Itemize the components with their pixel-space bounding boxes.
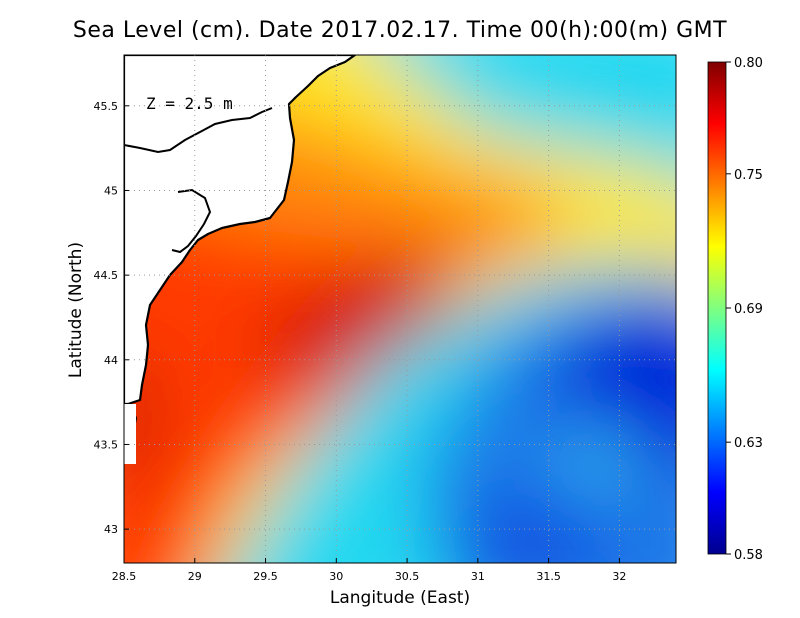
y-tick-label: 43.5	[94, 438, 119, 451]
depth-annotation: Z = 2.5 m	[146, 94, 233, 113]
y-axis: 43 43.5 44 44.5 45 45.5	[94, 100, 129, 536]
y-axis-label: Latitude (North)	[66, 241, 86, 379]
x-axis-label: Langitude (East)	[329, 588, 471, 608]
colorbar: 0.80 0.75 0.69 0.63 0.58	[707, 56, 763, 563]
y-tick-label: 44.5	[94, 269, 119, 282]
y-tick-label: 45.5	[94, 100, 119, 113]
colorbar-tick-label: 0.63	[734, 436, 763, 451]
x-tick-label: 31.5	[536, 570, 561, 583]
plot-frame	[123, 54, 677, 564]
colorbar-scale	[707, 61, 727, 555]
chart-title: Sea Level (cm). Date 2017.02.17. Time 00…	[72, 18, 728, 43]
colorbar-tick-label: 0.75	[734, 168, 763, 183]
x-tick-label: 29.5	[253, 570, 278, 583]
y-tick-label: 43	[104, 523, 118, 536]
colorbar-tick-label: 0.80	[734, 56, 763, 71]
grid-lines	[123, 55, 676, 563]
x-tick-label: 30	[329, 570, 343, 583]
x-tick-label: 28.5	[112, 570, 137, 583]
y-tick-label: 45	[104, 184, 118, 197]
coastline-bay	[171, 188, 212, 254]
x-tick-label: 32	[612, 570, 626, 583]
x-axis: 28.5 29 29.5 30 30.5 31 31.5 32	[112, 558, 626, 583]
x-tick-label: 30.5	[395, 570, 420, 583]
x-tick-label: 29	[188, 570, 202, 583]
x-tick-label: 31	[471, 570, 485, 583]
colorbar-tick-label: 0.69	[734, 302, 763, 317]
y-tick-label: 44	[104, 354, 118, 367]
sea-level-field	[124, 55, 676, 563]
colorbar-tick-label: 0.58	[734, 548, 763, 563]
coastline-inland	[124, 107, 273, 154]
